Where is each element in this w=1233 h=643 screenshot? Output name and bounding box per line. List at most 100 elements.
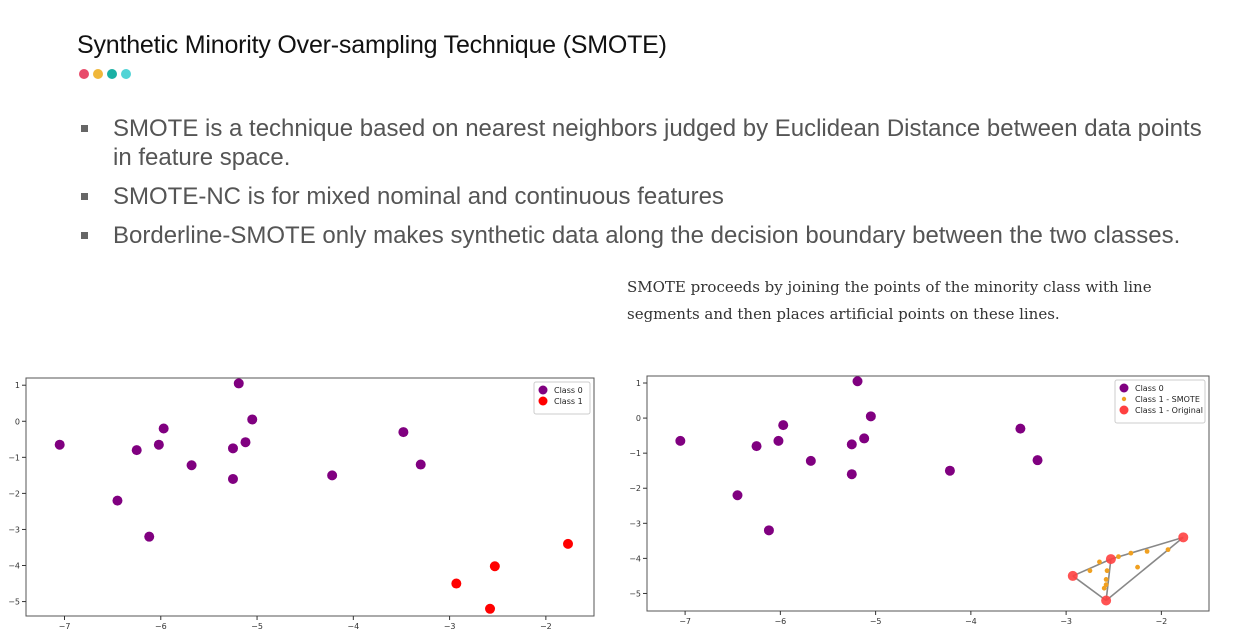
x-tick-label: −7 bbox=[59, 622, 71, 631]
point-class-0 bbox=[144, 531, 155, 542]
legend-box bbox=[1114, 379, 1206, 424]
y-tick-label: −1 bbox=[8, 453, 20, 462]
y-tick-label: −4 bbox=[629, 554, 641, 563]
point-class-0 bbox=[227, 443, 238, 454]
point-class-1 bbox=[563, 538, 574, 549]
point-class-0 bbox=[846, 439, 857, 450]
smote-caption: SMOTE proceeds by joining the points of … bbox=[627, 278, 1152, 323]
y-tick-label: −4 bbox=[8, 562, 20, 571]
point-class-0 bbox=[852, 376, 863, 387]
y-tick-label: 0 bbox=[636, 414, 641, 423]
smote-line-segment bbox=[1110, 536, 1184, 560]
accent-dot-yellow bbox=[93, 69, 103, 79]
x-tick-label: −6 bbox=[155, 622, 167, 631]
legend-box bbox=[533, 381, 591, 415]
smote-line-segment bbox=[1105, 536, 1184, 602]
bullet-item: Borderline-SMOTE only makes synthetic da… bbox=[80, 221, 1220, 250]
point-class-1-smote bbox=[1104, 568, 1110, 574]
point-class-0 bbox=[233, 378, 244, 389]
smote-line-segment bbox=[1072, 575, 1107, 602]
x-tick-label: −3 bbox=[444, 622, 456, 631]
square-bullet-icon bbox=[81, 193, 88, 200]
legend-label-class-0: Class 0 bbox=[554, 386, 583, 395]
bullet-text: Borderline-SMOTE only makes synthetic da… bbox=[113, 222, 1181, 249]
x-tick-label: −7 bbox=[679, 617, 691, 626]
accent-dot-pink bbox=[79, 69, 89, 79]
point-class-0 bbox=[131, 445, 142, 456]
point-class-1 bbox=[485, 603, 496, 614]
legend-label-class-0: Class 0 bbox=[1135, 384, 1164, 393]
point-class-0 bbox=[415, 459, 426, 470]
point-class-0 bbox=[247, 414, 258, 425]
point-class-1-original bbox=[1178, 532, 1189, 543]
y-tick-label: −5 bbox=[629, 589, 641, 598]
point-class-1-smote bbox=[1128, 550, 1134, 556]
y-tick-label: −2 bbox=[8, 489, 20, 498]
x-tick-label: −6 bbox=[774, 617, 786, 626]
point-class-0 bbox=[327, 470, 338, 481]
point-class-0 bbox=[675, 435, 686, 446]
x-tick-label: −3 bbox=[1060, 617, 1072, 626]
x-tick-label: −2 bbox=[540, 622, 552, 631]
point-class-0 bbox=[944, 465, 955, 476]
point-class-0 bbox=[398, 427, 409, 438]
point-class-1 bbox=[489, 561, 500, 572]
y-tick-label: −1 bbox=[629, 449, 641, 458]
plot-area bbox=[25, 377, 595, 617]
smote-line-segment bbox=[1105, 558, 1112, 601]
legend-label-class-1-original: Class 1 - Original bbox=[1135, 406, 1203, 415]
point-class-1-smote bbox=[1097, 559, 1102, 565]
point-class-0 bbox=[186, 460, 197, 471]
point-class-0 bbox=[805, 455, 816, 466]
scatter-chart-smote: −7 −6 −5 −4 −3 −2 1 0 −1 −2 −3 −4 −5 Class 0 Class 1 -… bbox=[629, 375, 1210, 626]
slide-title: Synthetic Minority Over-sampling Techniq… bbox=[77, 31, 667, 59]
accent-dot-teal bbox=[107, 69, 117, 79]
accent-dot-cyan bbox=[121, 69, 131, 79]
point-class-1-smote bbox=[1087, 568, 1093, 574]
y-tick-label: 0 bbox=[15, 417, 20, 426]
x-tick-label: −4 bbox=[965, 617, 977, 626]
square-bullet-icon bbox=[81, 232, 88, 239]
point-class-1-smote bbox=[1103, 577, 1109, 582]
legend-label-class-1: Class 1 bbox=[554, 397, 583, 406]
point-class-1-smote bbox=[1135, 564, 1140, 570]
point-class-1-original bbox=[1105, 554, 1116, 565]
point-class-0 bbox=[846, 469, 857, 480]
y-tick-label: −3 bbox=[629, 519, 641, 528]
point-class-0 bbox=[54, 439, 65, 450]
y-tick-label: 1 bbox=[15, 381, 20, 390]
bullet-text: SMOTE-NC is for mixed nominal and contin… bbox=[113, 183, 724, 210]
accent-dots bbox=[79, 69, 131, 79]
legend-marker-class-1-original bbox=[1119, 405, 1129, 415]
point-class-0 bbox=[859, 433, 870, 444]
legend-marker-class-1-smote bbox=[1121, 396, 1127, 402]
y-tick-label: −2 bbox=[629, 484, 641, 493]
legend-marker-class-1 bbox=[538, 396, 548, 406]
point-class-0 bbox=[158, 423, 169, 434]
point-class-0 bbox=[773, 435, 784, 446]
point-class-0 bbox=[112, 495, 123, 506]
scatter-chart-original: −7 −6 −5 −4 −3 −2 1 0 −1 −2 −3 −4 −5 Class 0 Class 1 bbox=[8, 377, 595, 631]
point-class-1 bbox=[451, 578, 462, 589]
point-class-1-smote bbox=[1144, 548, 1150, 554]
point-class-0 bbox=[240, 437, 251, 448]
square-bullet-icon bbox=[81, 125, 88, 132]
point-class-0 bbox=[1015, 423, 1026, 434]
bullet-list: SMOTE is a technique based on nearest ne… bbox=[80, 114, 1220, 260]
point-class-0 bbox=[227, 473, 238, 484]
legend-marker-class-0 bbox=[538, 385, 548, 395]
point-class-1-smote bbox=[1165, 547, 1171, 553]
x-tick-label: −4 bbox=[347, 622, 359, 631]
legend-label-class-1-smote: Class 1 - SMOTE bbox=[1135, 395, 1200, 404]
y-tick-label: −5 bbox=[8, 598, 20, 607]
point-class-0 bbox=[1032, 455, 1043, 466]
y-tick-label: 1 bbox=[636, 379, 641, 388]
legend-marker-class-0 bbox=[1119, 383, 1129, 393]
point-class-0 bbox=[778, 420, 789, 431]
point-class-1-smote bbox=[1103, 582, 1109, 588]
point-class-0 bbox=[751, 441, 762, 452]
x-tick-label: −2 bbox=[1155, 617, 1167, 626]
point-class-1-original bbox=[1101, 595, 1112, 606]
smote-line-segment bbox=[1072, 558, 1112, 577]
bullet-text: SMOTE is a technique based on nearest ne… bbox=[113, 115, 1202, 171]
